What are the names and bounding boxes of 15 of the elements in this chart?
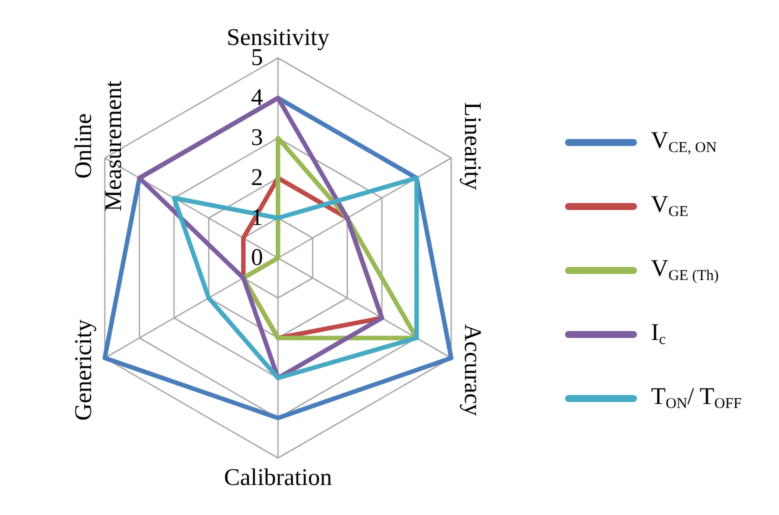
spoke-label: Online Measurement <box>71 80 128 212</box>
spoke-label: Linearity <box>458 102 485 190</box>
y-tick-label: 3 <box>251 125 263 151</box>
spoke-label: Calibration <box>224 465 332 491</box>
legend-label: V$_{CE, ON}$ <box>651 128 717 156</box>
y-tick-label: 2 <box>251 165 263 191</box>
y-tick-label: 4 <box>251 85 263 111</box>
legend-label: T$_{ON}$/ T$_{OFF}$ <box>651 384 742 412</box>
legend-label: I$_{c}$ <box>651 320 666 348</box>
spoke-label: Genericity <box>71 319 98 421</box>
y-tick-label: 1 <box>251 205 263 231</box>
legend-label: V$_{GE}$ <box>651 192 688 220</box>
spoke-label: Accuracy <box>458 324 485 416</box>
y-tick-label: 0 <box>251 245 263 271</box>
legend-label: V$_{GE (Th)}$ <box>651 256 719 284</box>
